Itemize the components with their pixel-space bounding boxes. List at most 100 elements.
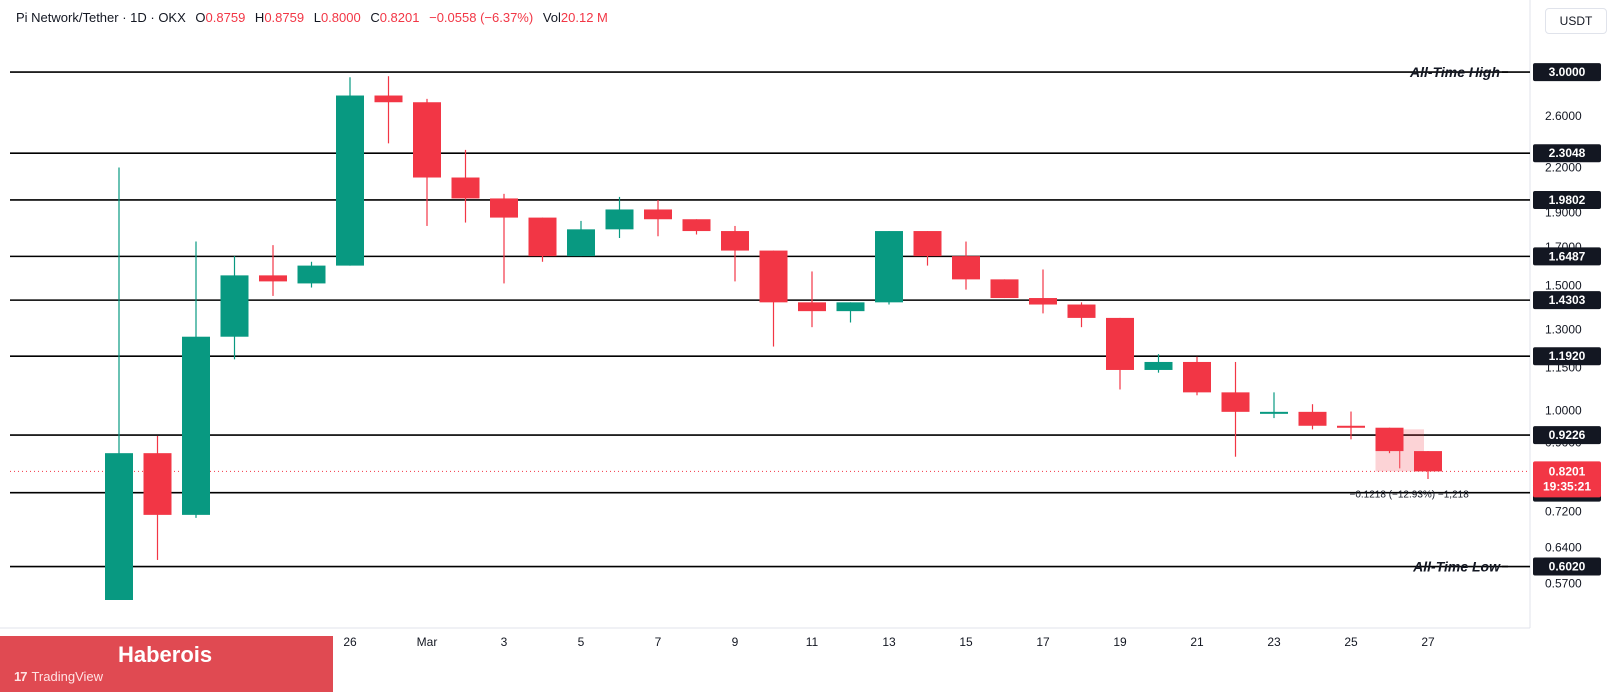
level-badge-text: 3.0000 — [1549, 65, 1586, 79]
candle-down[interactable] — [1067, 302, 1096, 328]
y-tick-label: 1.9000 — [1545, 206, 1582, 220]
candle-body — [1337, 425, 1365, 428]
x-tick-label: 11 — [806, 635, 819, 649]
candle-body — [682, 219, 711, 232]
candle-body — [875, 231, 903, 303]
x-tick-label: 15 — [959, 635, 973, 649]
candle-up[interactable] — [836, 302, 865, 323]
candle-down[interactable] — [1298, 404, 1327, 430]
low-value: 0.8000 — [320, 10, 361, 25]
candle-down[interactable] — [1183, 356, 1211, 396]
x-tick-label: 21 — [1190, 635, 1204, 649]
candle-down[interactable] — [143, 435, 172, 560]
level-badge-text: 1.4303 — [1549, 293, 1586, 307]
level-badge-text: 0.9226 — [1549, 428, 1586, 442]
candle-body — [952, 256, 980, 280]
candle-down[interactable] — [1106, 317, 1134, 390]
candle-body — [1183, 361, 1211, 393]
candle-body — [374, 95, 403, 103]
x-tick-label: 7 — [655, 635, 662, 649]
candle-body — [413, 102, 441, 178]
candle-body — [644, 209, 672, 220]
candle-body — [1260, 411, 1288, 414]
candle-down[interactable] — [952, 241, 980, 290]
y-tick-label: 0.5700 — [1545, 576, 1582, 590]
level-badge — [1533, 190, 1601, 209]
candle-up[interactable] — [1260, 392, 1288, 419]
level-name: All-Time Low — [1412, 559, 1501, 575]
x-tick-label: 27 — [1421, 635, 1435, 649]
y-tick-label: 1.3000 — [1545, 323, 1582, 337]
candle-down[interactable] — [798, 271, 826, 328]
candle-body — [143, 453, 172, 515]
tradingview-logo[interactable]: 17 TradingView — [14, 669, 103, 684]
candle-up[interactable] — [105, 167, 133, 600]
candle-down[interactable] — [1029, 269, 1057, 314]
candle-body — [220, 275, 249, 337]
candle-body — [1221, 392, 1250, 412]
brand-name: Haberois — [118, 642, 213, 667]
level-badge-text: 1.1920 — [1549, 349, 1586, 363]
level-badge-text: 1.9802 — [1549, 193, 1586, 207]
candle-down[interactable] — [644, 199, 672, 237]
candle-body — [297, 265, 326, 284]
y-tick-label: 2.6000 — [1545, 109, 1582, 123]
candle-down[interactable] — [374, 76, 403, 144]
candle-body — [1298, 411, 1327, 426]
volume-label: Vol — [542, 10, 561, 25]
currency-button[interactable]: USDT — [1545, 8, 1607, 34]
candle-down[interactable] — [682, 219, 711, 235]
candle-up[interactable] — [1144, 354, 1173, 373]
candle-up[interactable] — [567, 220, 595, 257]
level-badge — [1533, 557, 1601, 576]
candle-up[interactable] — [605, 196, 634, 239]
candle-down[interactable] — [1375, 427, 1404, 454]
x-tick-label: 17 — [1036, 635, 1050, 649]
candle-down[interactable] — [490, 193, 518, 284]
candle-down[interactable] — [990, 279, 1019, 299]
candle-up[interactable] — [182, 241, 210, 518]
candle-up[interactable] — [875, 231, 903, 305]
candle-down[interactable] — [721, 225, 749, 282]
candle-down[interactable] — [913, 231, 942, 266]
tradingview-label: TradingView — [31, 669, 104, 684]
level-badge — [1533, 63, 1601, 82]
candle-body — [182, 336, 210, 515]
x-tick-label: 5 — [578, 635, 585, 649]
x-tick-label: 9 — [732, 635, 739, 649]
candle-body — [913, 231, 942, 257]
candle-body — [259, 275, 287, 282]
change-value: −0.0558 (−6.37%) — [429, 10, 534, 25]
candle-down[interactable] — [259, 245, 287, 296]
level-badge-text: 0.6020 — [1549, 560, 1586, 574]
candle-down[interactable] — [1337, 411, 1365, 440]
level-badge — [1533, 247, 1601, 266]
candle-body — [836, 302, 865, 312]
candle-body — [759, 250, 788, 303]
candle-body — [1375, 427, 1404, 452]
level-badge — [1533, 426, 1601, 445]
candle-up[interactable] — [336, 77, 364, 266]
y-tick-label: 2.2000 — [1545, 161, 1582, 175]
level-badge-text: 1.6487 — [1549, 249, 1586, 263]
candle-down[interactable] — [1221, 361, 1250, 457]
candle-body — [1106, 317, 1134, 370]
candle-down[interactable] — [528, 217, 557, 262]
candle-body — [528, 217, 557, 257]
candle-up[interactable] — [220, 256, 249, 360]
candle-body — [605, 209, 634, 230]
level-name: All-Time High — [1409, 64, 1500, 80]
candle-body — [1067, 304, 1096, 318]
open-value: 0.8759 — [205, 10, 246, 25]
candle-down[interactable] — [759, 250, 788, 347]
candle-down[interactable] — [451, 149, 480, 223]
x-tick-label: Mar — [417, 635, 438, 649]
candle-body — [1144, 361, 1173, 370]
symbol-name[interactable]: Pi Network/Tether · 1D · OKX — [16, 10, 186, 25]
level-badge — [1533, 291, 1601, 310]
y-tick-label: 0.6400 — [1545, 541, 1582, 555]
candle-down[interactable] — [413, 98, 441, 226]
candle-down[interactable] — [1414, 451, 1442, 479]
candle-up[interactable] — [297, 261, 326, 288]
